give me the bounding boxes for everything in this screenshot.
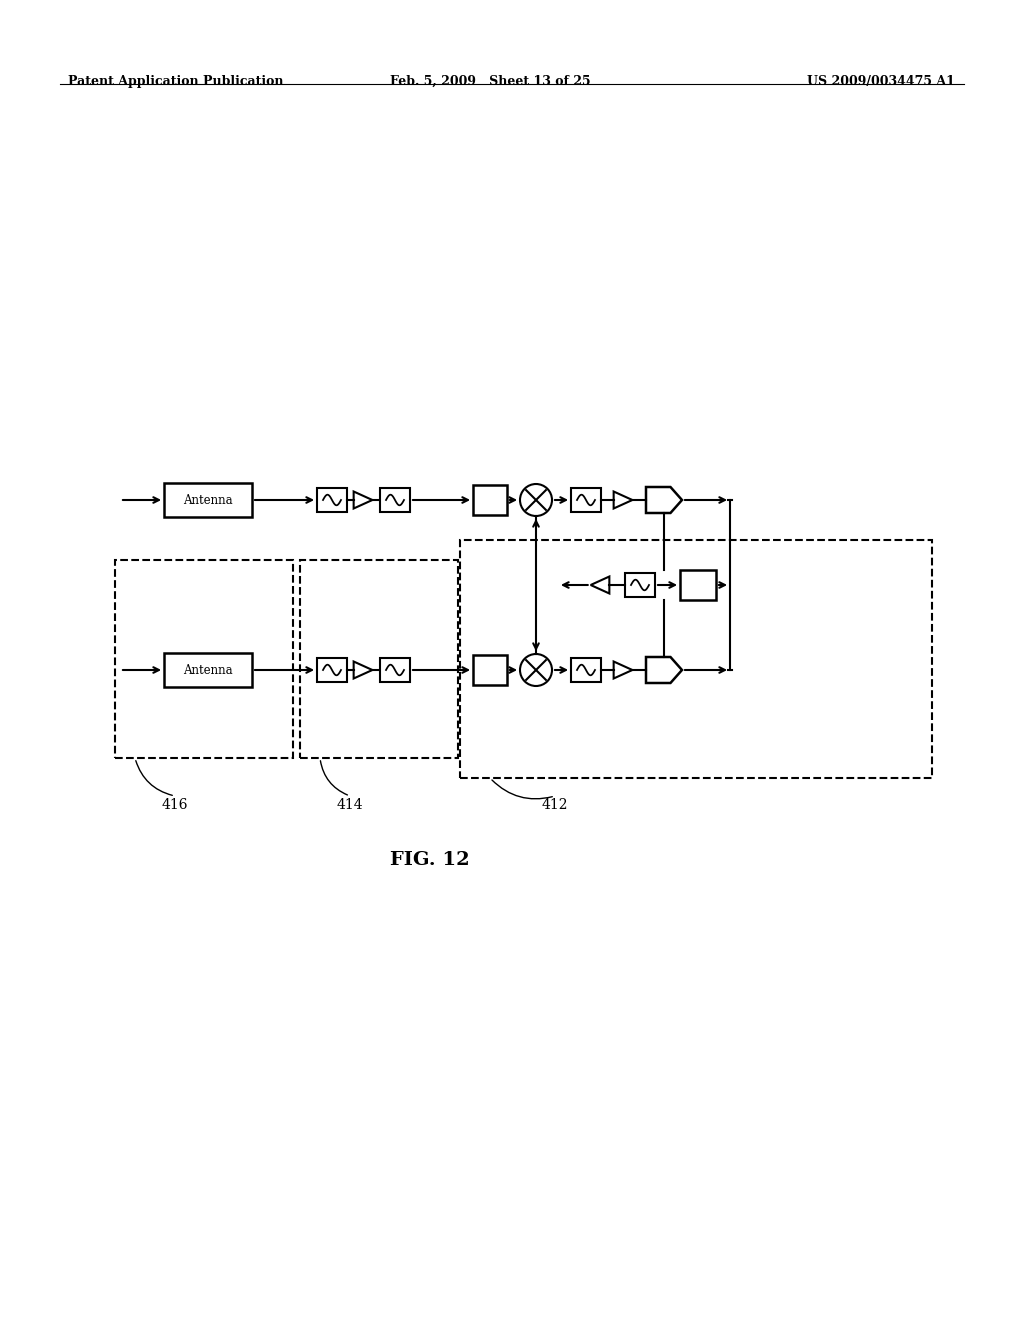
Bar [380, 488, 410, 512]
Text: 416: 416 [162, 799, 188, 812]
Text: Feb. 5, 2009   Sheet 13 of 25: Feb. 5, 2009 Sheet 13 of 25 [390, 75, 590, 88]
Bar [680, 570, 716, 601]
Text: Antenna: Antenna [183, 664, 232, 676]
Bar [317, 657, 347, 682]
Bar [473, 655, 507, 685]
Bar [625, 573, 655, 597]
Text: US 2009/0034475 A1: US 2009/0034475 A1 [807, 75, 955, 88]
Bar [460, 540, 932, 777]
Bar [164, 653, 252, 686]
Text: Patent Application Publication: Patent Application Publication [68, 75, 284, 88]
Bar [473, 484, 507, 515]
Bar [317, 488, 347, 512]
Text: 414: 414 [337, 799, 364, 812]
Text: Antenna: Antenna [183, 494, 232, 507]
Text: 412: 412 [542, 799, 568, 812]
Bar [571, 488, 601, 512]
Bar [115, 560, 293, 758]
Bar [571, 657, 601, 682]
Bar [380, 657, 410, 682]
Bar [164, 483, 252, 517]
Text: FIG. 12: FIG. 12 [390, 851, 470, 869]
Bar [300, 560, 458, 758]
